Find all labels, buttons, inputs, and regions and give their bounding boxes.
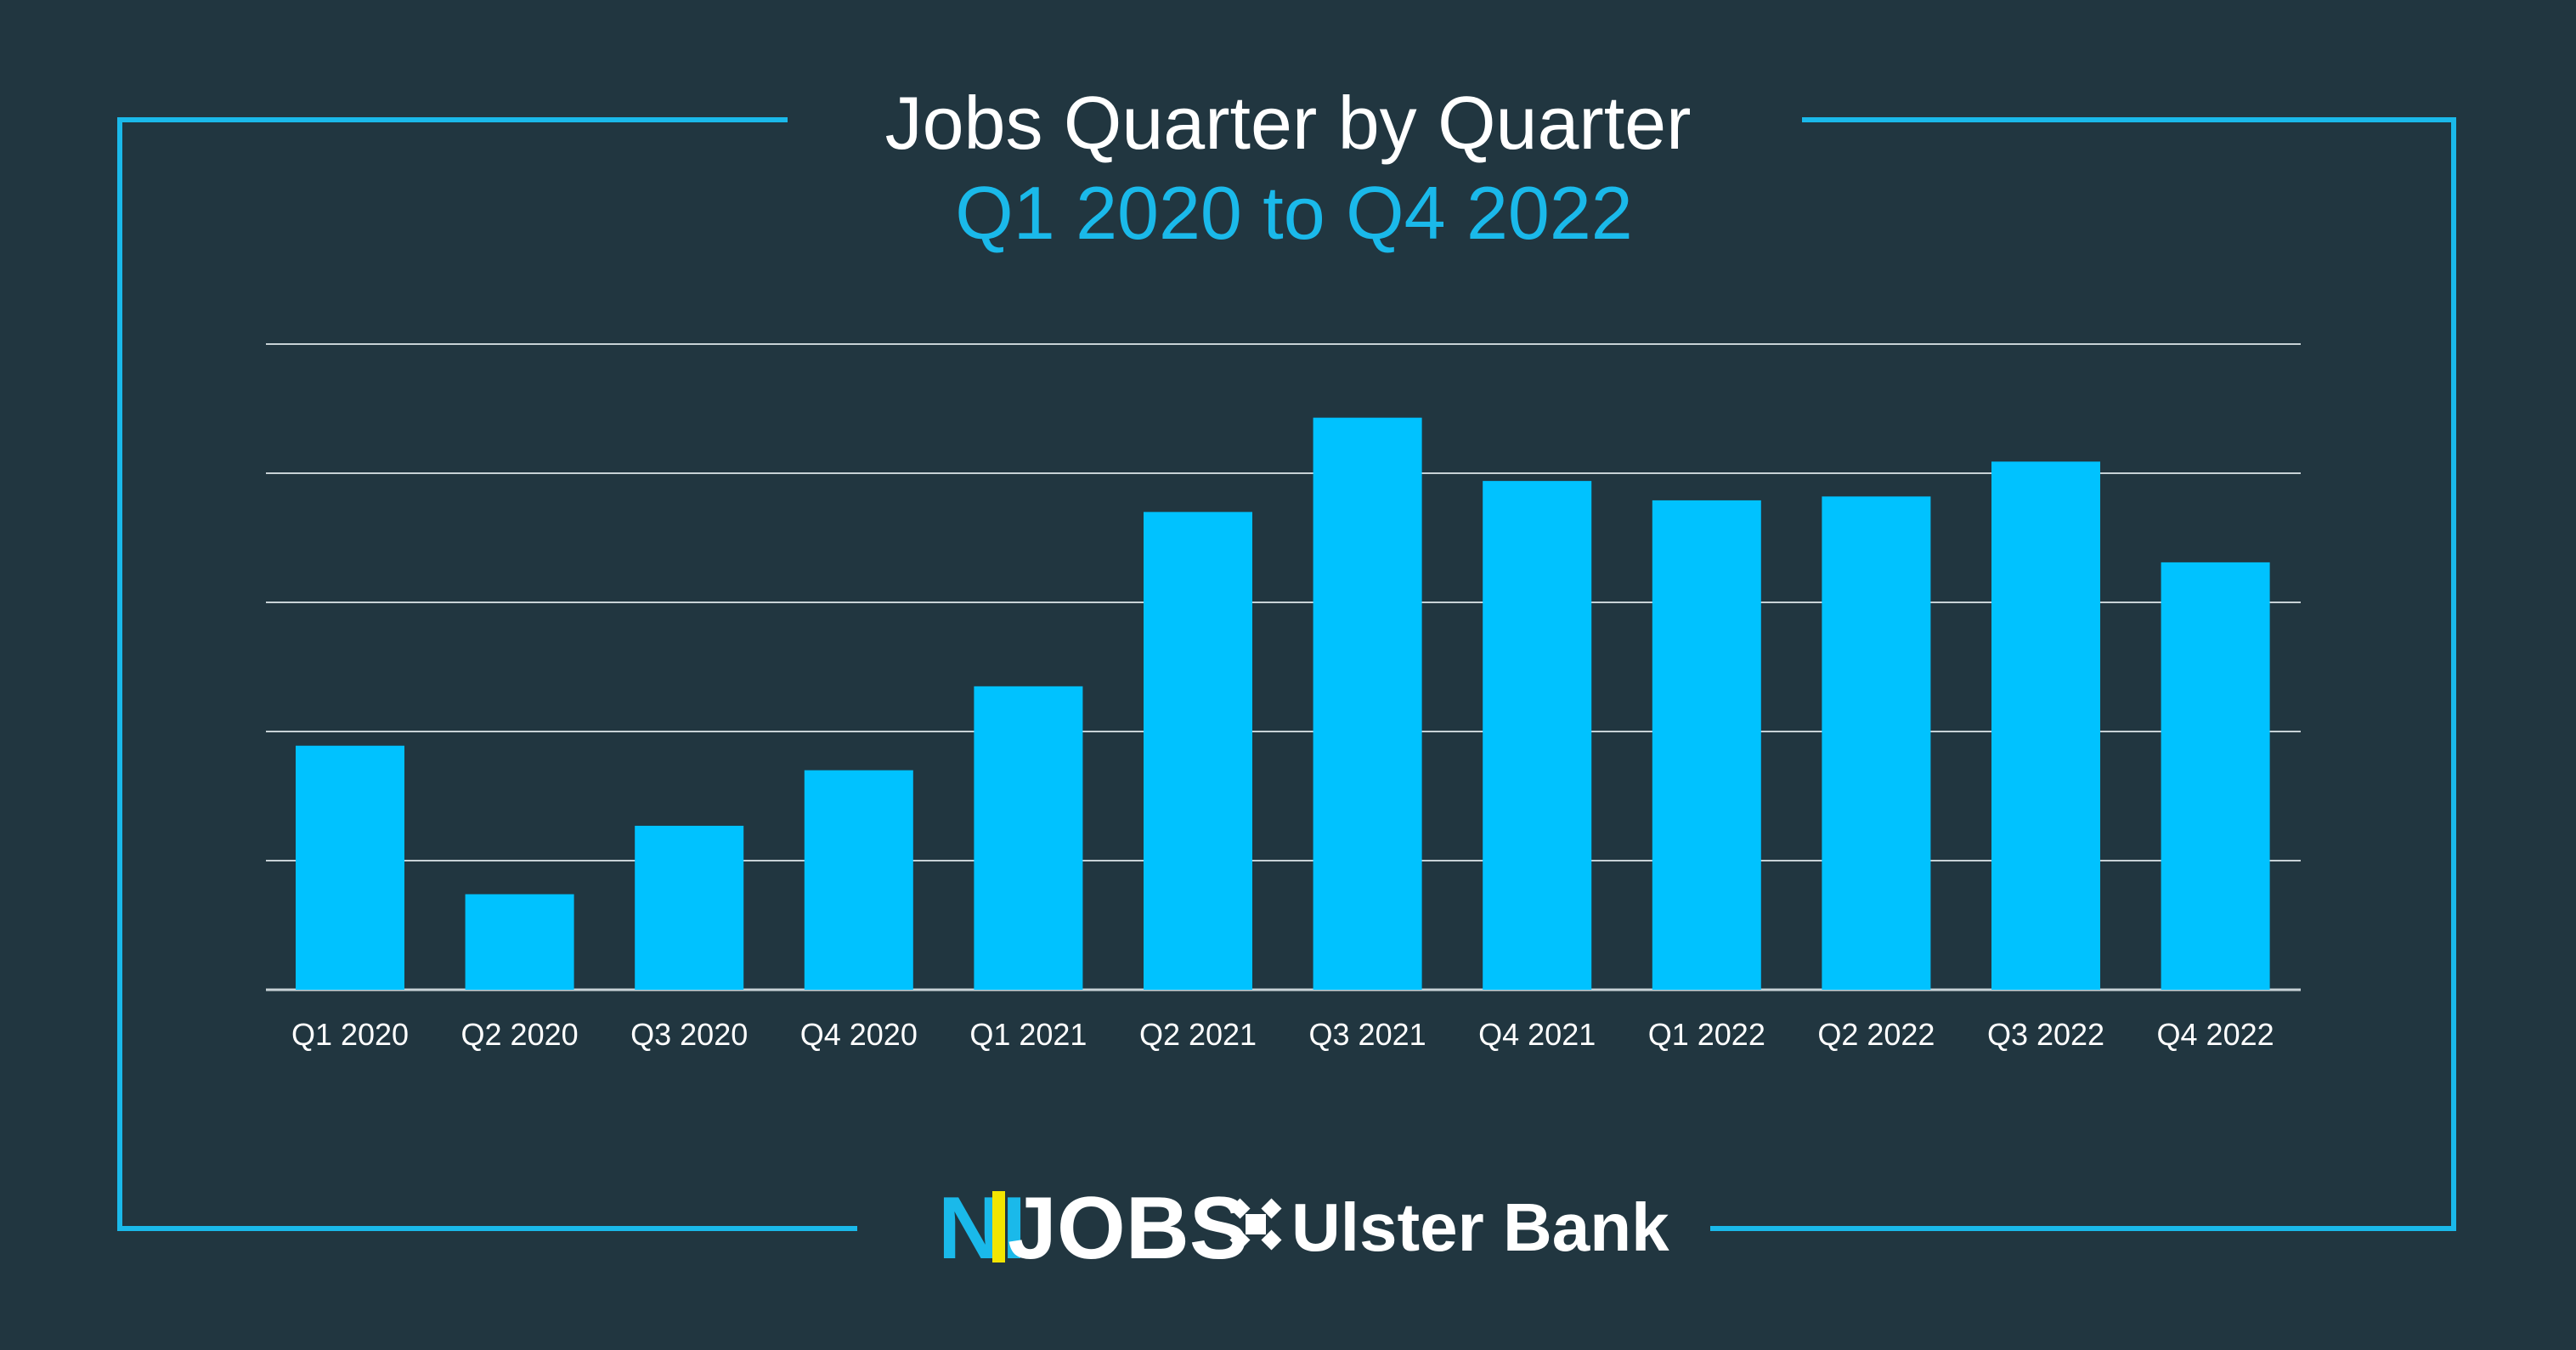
- x-tick-label: Q2 2022: [1817, 1017, 1935, 1052]
- ulster-bank-logo: Ulster Bank: [1229, 1189, 1669, 1265]
- gridlines: [266, 343, 2301, 991]
- ni-jobs-logo-ni: NI: [938, 1179, 1026, 1278]
- ni-jobs-logo-jobs: JOBS: [1008, 1179, 1248, 1278]
- bars: [296, 417, 2270, 990]
- x-tick-label: Q1 2022: [1648, 1017, 1765, 1052]
- bar-q2-2020: [465, 894, 574, 990]
- bar-q2-2022: [1822, 496, 1931, 990]
- bar-q1-2022: [1652, 500, 1761, 990]
- x-tick-label: Q4 2021: [1478, 1017, 1596, 1052]
- bar-q4-2022: [2161, 562, 2270, 990]
- bar-q4-2021: [1483, 481, 1592, 990]
- bar-q3-2020: [635, 825, 744, 990]
- x-tick-labels: Q1 2020 Q2 2020 Q3 2020 Q4 2020 Q1 2021 Q2 20…: [291, 1017, 2274, 1052]
- bar-q1-2020: [296, 745, 404, 990]
- bar-q4-2020: [804, 770, 913, 990]
- x-tick-label: Q3 2022: [1987, 1017, 2104, 1052]
- ulster-bank-logo-text: Ulster Bank: [1291, 1189, 1669, 1265]
- frame-left-segment: [117, 117, 857, 1231]
- x-tick-label: Q1 2021: [969, 1017, 1087, 1052]
- x-tick-label: Q3 2021: [1309, 1017, 1426, 1052]
- ni-jobs-logo: NI JOBS: [938, 1179, 1248, 1278]
- x-tick-label: Q4 2022: [2157, 1017, 2274, 1052]
- frame-right-segment: [1710, 117, 2456, 1231]
- frame: [117, 117, 2456, 1231]
- bar-q1-2021: [974, 686, 1083, 990]
- chart-subtitle: Q1 2020 to Q4 2022: [955, 171, 1633, 255]
- x-tick-label: Q2 2021: [1139, 1017, 1257, 1052]
- x-tick-label: Q4 2020: [800, 1017, 918, 1052]
- bar-q3-2021: [1313, 417, 1422, 990]
- ulster-bank-emblem-icon: [1229, 1198, 1282, 1251]
- chart-title: Jobs Quarter by Quarter: [885, 81, 1692, 165]
- x-tick-label: Q1 2020: [291, 1017, 409, 1052]
- x-tick-label: Q3 2020: [630, 1017, 748, 1052]
- ni-jobs-logo-divider: [992, 1191, 1005, 1262]
- x-tick-label: Q2 2020: [461, 1017, 579, 1052]
- bar-q2-2021: [1144, 511, 1252, 990]
- bar-q3-2022: [1991, 461, 2100, 990]
